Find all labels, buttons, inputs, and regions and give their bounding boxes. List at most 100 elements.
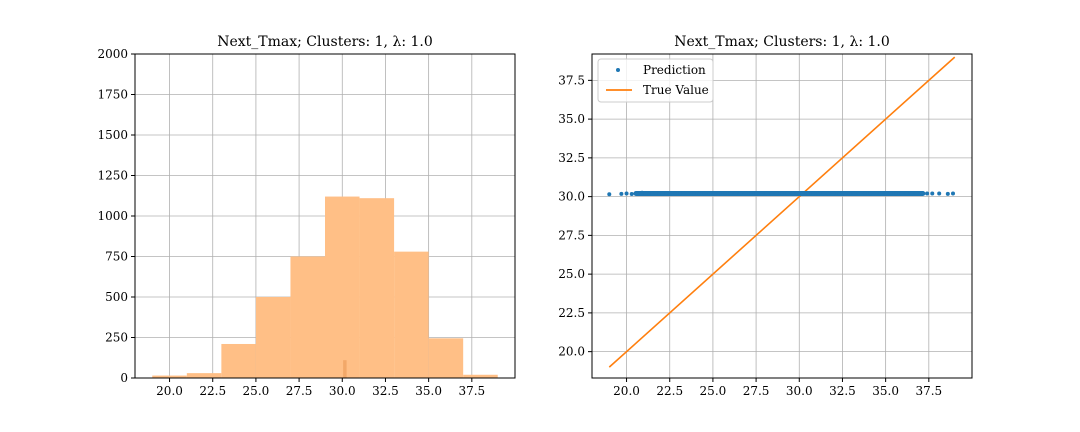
histogram-y-tick-label: 2000 — [97, 47, 128, 61]
histogram-y-ticks: 0 250 500 750 1000 1250 1500 1750 2000 — [97, 47, 135, 385]
histogram-bar — [152, 375, 187, 378]
histogram-x-tick-label: 35.0 — [415, 384, 442, 398]
prediction-point — [678, 191, 683, 196]
histogram-bar — [221, 343, 256, 378]
prediction-point — [681, 191, 686, 196]
prediction-x-tick-label: 25.0 — [700, 384, 727, 398]
prediction-point — [842, 191, 847, 196]
prediction-dense-band — [633, 191, 926, 197]
prediction-y-ticks: 20.0 22.5 25.0 27.5 30.0 32.5 35.0 37.5 — [558, 73, 592, 359]
prediction-point — [629, 191, 634, 196]
prediction-point — [904, 191, 909, 196]
prediction-point — [634, 191, 639, 196]
histogram-y-tick-label: 750 — [105, 250, 128, 264]
prediction-point — [664, 191, 669, 196]
prediction-point — [707, 191, 712, 196]
true-value-series — [608, 56, 956, 368]
prediction-point — [657, 191, 662, 196]
histogram-bar — [428, 338, 464, 378]
prediction-point — [816, 191, 821, 196]
prediction-grid — [592, 54, 972, 378]
prediction-point — [748, 191, 753, 196]
histogram-x-tick-label: 25.0 — [243, 384, 270, 398]
prediction-x-tick-label: 30.0 — [786, 384, 813, 398]
prediction-y-tick-label: 25.0 — [558, 267, 585, 281]
histogram-y-tick-label: 1750 — [97, 88, 128, 102]
legend-prediction-label: Prediction — [643, 63, 706, 77]
prediction-point — [619, 191, 624, 196]
prediction-point — [899, 191, 904, 196]
histogram-y-tick-label: 1250 — [97, 169, 128, 183]
prediction-point — [669, 191, 674, 196]
prediction-point — [914, 191, 919, 196]
prediction-point — [790, 191, 795, 196]
prediction-point — [852, 191, 857, 196]
prediction-point — [640, 190, 645, 195]
histogram-x-tick-label: 22.5 — [199, 384, 226, 398]
histogram-title: Next_Tmax; Clusters: 1, λ: 1.0 — [217, 34, 433, 50]
prediction-title: Next_Tmax; Clusters: 1, λ: 1.0 — [674, 34, 890, 50]
prediction-x-tick-label: 37.5 — [915, 384, 942, 398]
prediction-point — [764, 191, 769, 196]
prediction-point — [888, 191, 893, 196]
prediction-point — [919, 191, 924, 196]
prediction-point — [712, 191, 717, 196]
prediction-plot-frame — [591, 53, 973, 379]
histogram-y-tick-label: 500 — [105, 290, 128, 304]
prediction-y-tick-label: 30.0 — [558, 190, 585, 204]
prediction-point — [697, 191, 702, 196]
true-value-line — [608, 56, 956, 368]
legend-prediction-marker — [616, 68, 620, 72]
prediction-point — [624, 191, 629, 196]
prediction-x-ticks: 20.0 22.5 25.0 27.5 30.0 32.5 35.0 37.5 — [613, 378, 942, 398]
histogram-x-tick-label: 37.5 — [458, 384, 485, 398]
prediction-x-tick-label: 32.5 — [829, 384, 856, 398]
prediction-point — [945, 191, 950, 196]
prediction-point — [800, 191, 805, 196]
histogram-chart: Next_Tmax; Clusters: 1, λ: 1.0 20.0 22.5 2… — [97, 34, 516, 398]
histogram-prediction-bar — [343, 360, 347, 378]
histogram-y-tick-label: 1000 — [97, 209, 128, 223]
histogram-bar — [186, 373, 222, 378]
histogram-bar — [463, 374, 498, 378]
prediction-point — [883, 191, 888, 196]
prediction-point — [723, 191, 727, 196]
histogram-bar — [394, 251, 429, 378]
prediction-point — [785, 191, 790, 196]
prediction-point — [686, 191, 691, 196]
prediction-point — [702, 191, 707, 196]
prediction-point — [607, 192, 612, 197]
prediction-point — [795, 191, 800, 196]
prediction-point — [826, 191, 831, 196]
prediction-y-tick-label: 35.0 — [558, 112, 585, 126]
histogram-x-tick-label: 27.5 — [286, 384, 313, 398]
prediction-legend: Prediction True Value — [597, 58, 714, 103]
prediction-point — [925, 191, 930, 196]
prediction-point — [643, 191, 648, 196]
prediction-point — [647, 191, 651, 196]
prediction-series — [607, 190, 955, 197]
histogram-x-ticks: 20.0 22.5 25.0 27.5 30.0 32.5 35.0 37.5 — [156, 378, 485, 398]
prediction-point — [717, 191, 722, 196]
prediction-point — [805, 191, 810, 196]
histogram-bar — [325, 196, 360, 378]
prediction-x-tick-label: 35.0 — [872, 384, 899, 398]
prediction-point — [837, 191, 841, 196]
prediction-y-tick-label: 27.5 — [558, 228, 585, 242]
histogram-bar — [255, 297, 291, 378]
prediction-point — [728, 191, 733, 196]
histogram-bars — [152, 196, 498, 378]
prediction-point — [857, 191, 862, 196]
histogram-x-tick-label: 30.0 — [329, 384, 356, 398]
histogram-x-tick-label: 20.0 — [156, 384, 183, 398]
prediction-point — [894, 191, 898, 196]
prediction-point — [774, 191, 779, 196]
prediction-point — [691, 191, 696, 196]
prediction-point — [868, 191, 873, 196]
prediction-point — [653, 191, 658, 196]
prediction-point — [769, 191, 774, 196]
prediction-y-tick-label: 20.0 — [558, 345, 585, 359]
prediction-point — [821, 191, 826, 196]
prediction-point — [831, 191, 836, 196]
